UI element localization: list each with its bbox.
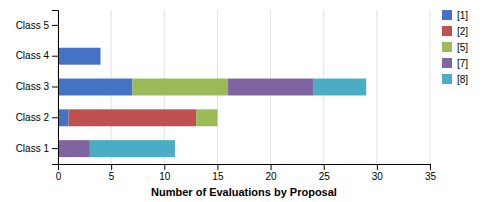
bar bbox=[100, 48, 101, 65]
tick-label: 5 bbox=[109, 171, 115, 182]
tick-mark bbox=[164, 164, 165, 170]
grid-line bbox=[376, 10, 377, 164]
bar bbox=[90, 140, 175, 157]
grid-line bbox=[430, 10, 431, 164]
legend-item: [1] bbox=[442, 10, 468, 21]
series bbox=[58, 79, 313, 158]
bar bbox=[196, 109, 217, 126]
series bbox=[132, 79, 228, 127]
legend-label: [7] bbox=[457, 58, 468, 69]
tick-label: Class 3 bbox=[16, 81, 50, 92]
bar bbox=[132, 79, 228, 96]
bar bbox=[58, 140, 90, 157]
bar bbox=[58, 109, 69, 126]
tick-mark bbox=[52, 117, 58, 118]
series bbox=[69, 109, 197, 126]
tick: 5 bbox=[109, 164, 115, 182]
tick-mark bbox=[52, 25, 58, 26]
x-axis-title: Number of Evaluations by Proposal bbox=[151, 186, 337, 198]
x-axis: 0 5 10 15 20 25 30 35 bbox=[56, 164, 437, 182]
legend-swatch bbox=[442, 42, 452, 52]
tick-mark bbox=[324, 164, 325, 170]
bar bbox=[69, 109, 197, 126]
chart: 05101520253035Class 1Class 2Class 3Class… bbox=[0, 0, 500, 202]
tick: 0 bbox=[56, 164, 62, 182]
tick-label: 10 bbox=[159, 171, 171, 182]
tick-label: 20 bbox=[266, 171, 278, 182]
axis-line bbox=[52, 11, 59, 165]
tick: Class 2 bbox=[16, 112, 58, 123]
axis-line bbox=[59, 165, 431, 171]
tick-label: Class 1 bbox=[16, 143, 50, 154]
legend-item: [7] bbox=[442, 58, 468, 69]
legend-swatch bbox=[442, 58, 452, 68]
tick-mark bbox=[111, 164, 112, 170]
bar bbox=[228, 79, 313, 96]
y-axis: Class 1 Class 2 Class 3 Class 4 Class 5 bbox=[16, 11, 59, 165]
grid bbox=[58, 10, 430, 164]
bars bbox=[58, 48, 366, 157]
tick-label: Class 5 bbox=[16, 20, 50, 31]
tick-mark bbox=[377, 164, 378, 170]
bar bbox=[313, 79, 366, 96]
legend: [1] [2] [5] [7] [8] bbox=[442, 10, 468, 85]
tick: Class 3 bbox=[16, 81, 58, 92]
tick: Class 4 bbox=[16, 50, 58, 61]
legend-swatch bbox=[442, 26, 452, 36]
legend-label: [2] bbox=[457, 26, 468, 37]
legend-item: [2] bbox=[442, 26, 468, 37]
legend-swatch bbox=[442, 74, 452, 84]
bar bbox=[217, 109, 218, 126]
tick-label: 0 bbox=[56, 171, 62, 182]
tick-mark bbox=[52, 87, 58, 88]
tick: 35 bbox=[425, 164, 437, 182]
bar bbox=[217, 109, 218, 126]
tick-label: Class 2 bbox=[16, 112, 50, 123]
bar bbox=[100, 48, 101, 65]
tick-mark bbox=[430, 164, 431, 170]
plot-area: 05101520253035Class 1Class 2Class 3Class… bbox=[16, 10, 437, 198]
bar bbox=[58, 79, 132, 96]
tick-label: 25 bbox=[319, 171, 331, 182]
tick: 30 bbox=[372, 164, 384, 182]
bar bbox=[100, 48, 101, 65]
legend-label: [1] bbox=[457, 10, 468, 21]
tick-label: Class 4 bbox=[16, 50, 50, 61]
legend-swatch bbox=[442, 10, 452, 20]
tick-label: 30 bbox=[372, 171, 384, 182]
tick: Class 5 bbox=[16, 20, 58, 31]
series bbox=[90, 79, 366, 158]
tick: 10 bbox=[159, 164, 171, 182]
bar bbox=[58, 48, 101, 65]
legend-label: [8] bbox=[457, 74, 468, 85]
legend-item: [5] bbox=[442, 42, 468, 53]
tick: 15 bbox=[212, 164, 224, 182]
tick-mark bbox=[52, 56, 58, 57]
tick-label: 15 bbox=[212, 171, 224, 182]
tick: Class 1 bbox=[16, 143, 58, 154]
tick: 20 bbox=[266, 164, 278, 182]
tick-mark bbox=[217, 164, 218, 170]
tick-mark bbox=[271, 164, 272, 170]
legend-item: [8] bbox=[442, 74, 468, 85]
tick-mark bbox=[52, 148, 58, 149]
bar bbox=[100, 48, 101, 65]
tick-label: 35 bbox=[425, 171, 437, 182]
tick: 25 bbox=[319, 164, 331, 182]
legend-label: [5] bbox=[457, 42, 468, 53]
